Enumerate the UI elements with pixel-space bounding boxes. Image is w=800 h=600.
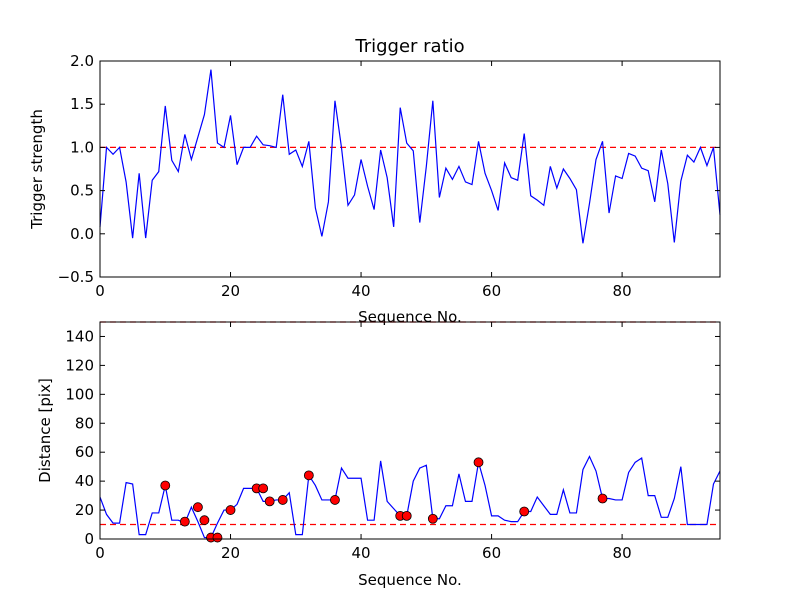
y-tick-label: −0.5 (58, 268, 94, 286)
x-tick-label: 80 (613, 544, 632, 562)
y-tick-label: 120 (65, 356, 94, 374)
y-tick-label: 1.5 (70, 95, 94, 113)
y-tick-label: 140 (65, 327, 94, 345)
y-tick-label: 0 (84, 530, 94, 548)
y-tick-label: 1.0 (70, 138, 94, 156)
data-point-4 (199, 515, 210, 526)
series-line-trigger-strength (99, 69, 721, 244)
data-point-18 (519, 506, 530, 517)
series-line-distance (99, 455, 721, 539)
data-point-2 (179, 516, 190, 527)
charts-layer: Trigger ratio 0 20 40 60 80 −0.5 0.0 0.5 1.0 1.5 2.… (28, 36, 721, 589)
data-point-6 (212, 532, 223, 543)
x-tick-label: 60 (482, 544, 501, 562)
data-point-19 (597, 493, 608, 504)
data-point-12 (303, 470, 314, 481)
x-axis-label: Sequence No. (358, 308, 462, 326)
x-tick-label: 60 (482, 282, 501, 300)
data-point-1 (160, 480, 171, 491)
chart-panel-2: 0 20 40 60 80 0 20 40 60 80 100 120 140 Sequence No. D… (36, 321, 721, 589)
data-point-17 (473, 457, 484, 468)
plot-frame (99, 321, 721, 540)
data-point-11 (277, 495, 288, 505)
data-point-3 (192, 502, 203, 513)
x-tick-label: 80 (613, 282, 632, 300)
y-tick-label: 2.0 (70, 52, 94, 70)
data-point-13 (330, 495, 340, 505)
x-axis-label: Sequence No. (358, 571, 462, 589)
data-point-15 (401, 510, 412, 521)
y-tick-label: 20 (75, 501, 94, 519)
y-axis-label: Distance [pix] (36, 378, 54, 483)
x-tick-label: 40 (352, 282, 371, 300)
x-tick-label: 0 (95, 282, 105, 300)
data-point-7 (225, 505, 236, 515)
x-tick-label: 40 (352, 544, 371, 562)
x-tick-label: 20 (221, 282, 240, 300)
y-axis-label: Trigger strength (28, 109, 46, 230)
y-tick-label: 40 (75, 472, 94, 490)
chart-title: Trigger ratio (354, 36, 464, 57)
y-tick-label: 100 (65, 385, 94, 403)
data-point-9 (258, 483, 269, 494)
data-point-16 (427, 513, 438, 524)
plot-frame (99, 60, 721, 278)
y-tick-label: 80 (75, 414, 94, 432)
data-point-10 (264, 496, 275, 507)
x-tick-label: 0 (95, 544, 105, 562)
y-tick-label: 0.0 (70, 225, 94, 243)
y-tick-label: 0.5 (70, 182, 94, 200)
x-tick-label: 20 (221, 544, 240, 562)
y-tick-label: 60 (75, 443, 94, 461)
